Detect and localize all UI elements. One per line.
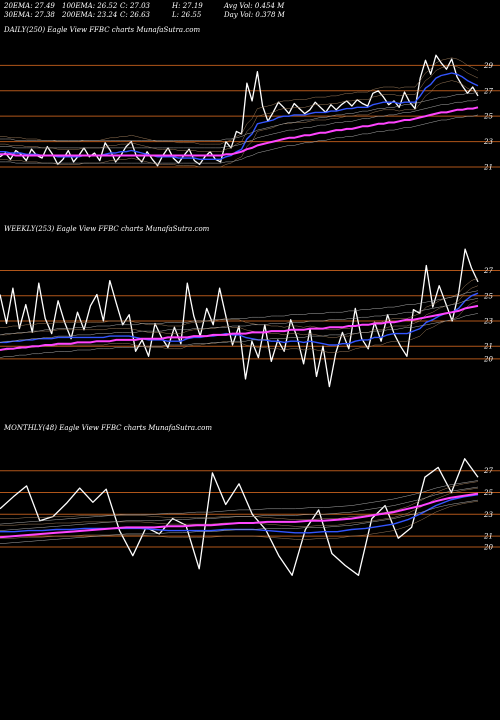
monthly-chart: 27 25 23 21 20 xyxy=(0,458,500,576)
monthly-long-ma-line xyxy=(0,492,479,539)
daily-short-ma-line xyxy=(0,72,479,161)
daily-ma-band-line xyxy=(0,114,479,164)
monthly-y-tick-label: 20 xyxy=(483,543,493,551)
weekly-y-tick-label: 27 xyxy=(483,267,493,275)
monthly-chart-title: MONTHLY(48) Eagle View FFBC charts Munaf… xyxy=(4,424,213,432)
monthly-y-tick-label: 25 xyxy=(483,489,493,497)
daily-y-tick-label: 21 xyxy=(483,163,493,171)
weekly-ma-band-line xyxy=(0,285,479,338)
monthly-chart-panel: MONTHLY(48) Eagle View FFBC charts Munaf… xyxy=(0,424,500,604)
avg-volume-label: Avg Vol: 0.454 M xyxy=(224,2,285,10)
daily-ma-band-line xyxy=(0,57,479,145)
ema30-label: 30EMA: 27.38 xyxy=(4,11,55,19)
ema20-label: 20EMA: 27.49 xyxy=(4,2,55,10)
daily-y-tick-label: 27 xyxy=(483,87,493,95)
header-stats: 20EMA: 27.49 100EMA: 26.52 C: 27.03 H: 2… xyxy=(4,2,496,20)
weekly-ma-band-line xyxy=(0,298,479,343)
weekly-y-tick-label: 25 xyxy=(483,292,493,300)
monthly-ma-band-line xyxy=(0,499,479,544)
daily-ma-band-line xyxy=(0,99,479,149)
daily-y-tick-label: 25 xyxy=(483,113,493,121)
monthly-y-tick-label: 23 xyxy=(483,511,493,519)
weekly-price-line xyxy=(0,248,479,388)
weekly-y-tick-label: 20 xyxy=(483,355,493,363)
ema100-label: 100EMA: 26.52 xyxy=(62,2,118,10)
daily-ma-band-line xyxy=(0,65,479,152)
high-label: H: 27.19 xyxy=(172,2,203,10)
weekly-ma-band-line xyxy=(0,313,479,358)
weekly-ma-band-line xyxy=(0,300,479,353)
weekly-ma-band-line xyxy=(0,290,479,336)
ema200-label: 200EMA: 23.24 xyxy=(62,11,118,19)
daily-chart-title: DAILY(250) Eagle View FFBC charts Munafa… xyxy=(4,26,201,34)
monthly-y-tick-label: 21 xyxy=(483,533,493,541)
close-label: C: 27.03 xyxy=(120,2,150,10)
weekly-y-tick-label: 23 xyxy=(483,318,493,326)
weekly-chart: 27 25 23 21 20 xyxy=(0,248,500,388)
daily-ma-band-line xyxy=(0,91,479,141)
weekly-chart-title: WEEKLY(253) Eagle View FFBC charts Munaf… xyxy=(4,225,210,233)
daily-y-tick-label: 29 xyxy=(483,62,493,70)
daily-ma-band-line xyxy=(0,80,479,168)
open-label: C: 26.63 xyxy=(120,11,150,19)
low-label: L: 26.55 xyxy=(172,11,202,19)
daily-chart: 29 27 25 23 21 xyxy=(0,54,500,171)
daily-y-tick-label: 23 xyxy=(483,138,493,146)
weekly-ma-band-line xyxy=(0,277,479,331)
day-volume-label: Day Vol: 0.378 M xyxy=(224,11,285,19)
weekly-y-tick-label: 21 xyxy=(483,343,493,351)
monthly-price-line xyxy=(0,458,479,576)
weekly-long-ma-line xyxy=(0,304,479,351)
weekly-short-ma-line xyxy=(0,292,479,346)
monthly-ma-band-line xyxy=(0,480,479,525)
daily-long-ma-line xyxy=(0,106,479,157)
monthly-ma-band-line xyxy=(0,500,479,540)
daily-chart-panel: DAILY(250) Eagle View FFBC charts Munafa… xyxy=(0,26,500,196)
monthly-y-tick-label: 27 xyxy=(483,467,493,475)
weekly-chart-panel: WEEKLY(253) Eagle View FFBC charts Munaf… xyxy=(0,225,500,410)
monthly-ma-band-line xyxy=(0,486,479,531)
